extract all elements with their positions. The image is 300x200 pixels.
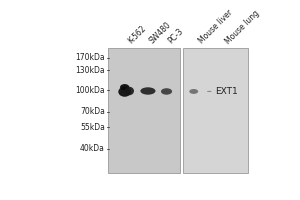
Text: EXT1: EXT1 — [215, 87, 237, 96]
Ellipse shape — [140, 87, 155, 95]
Ellipse shape — [189, 89, 198, 94]
Text: Mouse lung: Mouse lung — [224, 8, 261, 46]
Text: SW480: SW480 — [148, 20, 173, 46]
Text: 55kDa: 55kDa — [80, 123, 105, 132]
Bar — [183, 48, 248, 173]
Text: PC-3: PC-3 — [167, 27, 185, 46]
Ellipse shape — [120, 84, 129, 90]
Ellipse shape — [125, 87, 134, 95]
Text: Mouse liver: Mouse liver — [197, 8, 234, 46]
Text: 170kDa: 170kDa — [75, 53, 105, 62]
Text: K-562: K-562 — [126, 24, 147, 46]
Ellipse shape — [161, 88, 172, 95]
Text: 40kDa: 40kDa — [80, 144, 105, 153]
Text: 70kDa: 70kDa — [80, 107, 105, 116]
Bar — [108, 48, 181, 173]
Text: 130kDa: 130kDa — [75, 66, 105, 75]
Text: 100kDa: 100kDa — [75, 86, 105, 95]
Ellipse shape — [118, 87, 131, 97]
